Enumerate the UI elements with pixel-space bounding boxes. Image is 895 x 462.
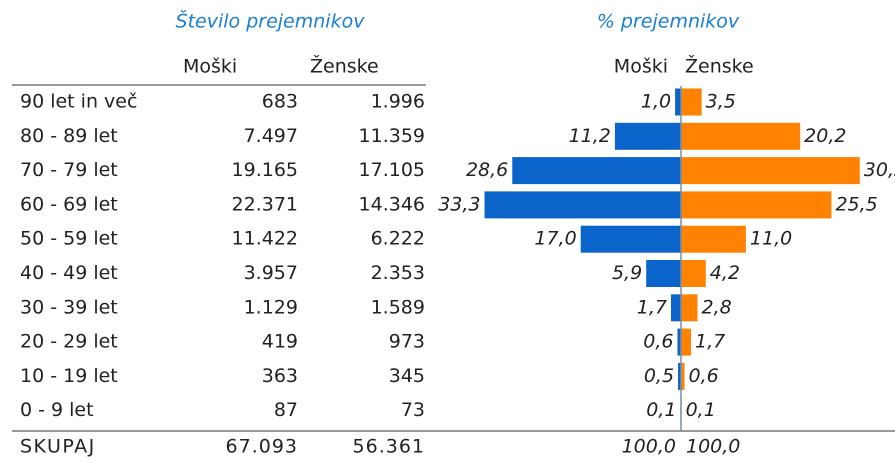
value-label: 11,2 [569, 125, 611, 147]
bar [681, 88, 702, 116]
count-cell: 2.353 [371, 262, 425, 284]
total-value: 100,0 [686, 436, 740, 458]
count-cell: 7.497 [244, 125, 298, 147]
count-cell: 22.371 [232, 193, 298, 215]
count-cell: 17.105 [359, 159, 425, 181]
bar [670, 294, 681, 322]
row-label: 20 - 29 let [20, 331, 118, 353]
value-label: 33,3 [438, 193, 480, 215]
count-cell: 11.359 [359, 125, 425, 147]
count-cell: 73 [401, 399, 425, 421]
row-label: 10 - 19 let [20, 365, 118, 387]
value-label: 1,0 [641, 91, 671, 113]
count-cell: 363 [262, 365, 298, 387]
total-cell: 67.093 [226, 436, 298, 458]
count-cell: 11.422 [232, 228, 298, 250]
value-label: 11,0 [750, 228, 792, 250]
count-cell: 683 [262, 91, 298, 113]
value-label: 20,2 [804, 125, 846, 147]
bar [484, 191, 681, 219]
bar [681, 225, 746, 253]
value-label: 0,1 [686, 399, 716, 421]
count-cell: 19.165 [232, 159, 298, 181]
table-title: Število prejemnikov [176, 9, 366, 33]
value-label: 5,9 [612, 262, 642, 284]
count-cell: 419 [262, 331, 298, 353]
value-label: 3,5 [706, 91, 736, 113]
bar [681, 260, 706, 287]
legend-entry: Moški [614, 56, 668, 78]
bar [512, 157, 681, 185]
bar [678, 362, 681, 390]
value-label: 2,8 [702, 296, 732, 318]
row-label: 0 - 9 let [20, 399, 94, 421]
value-label: 30,3 [864, 159, 895, 181]
bar [675, 88, 681, 116]
count-cell: 345 [389, 365, 425, 387]
legend-entry: Ženske [685, 55, 754, 78]
value-label: 1,7 [695, 331, 725, 353]
count-cell: 1.129 [244, 296, 298, 318]
value-label: 28,6 [466, 159, 508, 181]
value-label: 17,0 [534, 228, 576, 250]
row-label: 30 - 39 let [20, 296, 118, 318]
total-cell: 56.361 [353, 436, 425, 458]
bar [614, 122, 681, 150]
row-label: 70 - 79 let [20, 159, 118, 181]
count-cell: 3.957 [244, 262, 298, 284]
count-cell: 1.589 [371, 296, 425, 318]
row-label: 60 - 69 let [20, 193, 118, 215]
bar [677, 328, 681, 356]
total-value: 100,0 [622, 436, 676, 458]
value-label: 1,7 [637, 296, 667, 318]
row-label: 40 - 49 let [20, 262, 118, 284]
bar [580, 225, 681, 253]
bar [681, 294, 698, 322]
count-cell: 87 [274, 399, 298, 421]
bar [646, 260, 681, 287]
row-label: 50 - 59 let [20, 228, 118, 250]
row-label: 80 - 89 let [20, 125, 118, 147]
column-header: Moški [183, 56, 237, 78]
value-label: 0,1 [646, 399, 676, 421]
column-header: Ženske [310, 55, 379, 78]
count-cell: 973 [389, 331, 425, 353]
value-label: 25,5 [835, 193, 877, 215]
bar [681, 122, 801, 150]
value-label: 0,6 [689, 365, 719, 387]
bar [681, 157, 860, 185]
bar [681, 328, 692, 356]
count-cell: 6.222 [371, 228, 425, 250]
chart-title: % prejemnikov [597, 11, 740, 33]
value-label: 0,5 [644, 365, 674, 387]
total-label: SKUPAJ [20, 436, 96, 458]
value-label: 0,6 [643, 331, 673, 353]
count-cell: 14.346 [359, 193, 425, 215]
row-label: 90 let in več [20, 91, 137, 113]
bar [681, 362, 685, 390]
count-cell: 1.996 [371, 91, 425, 113]
value-label: 4,2 [710, 262, 740, 284]
bar [681, 191, 832, 219]
